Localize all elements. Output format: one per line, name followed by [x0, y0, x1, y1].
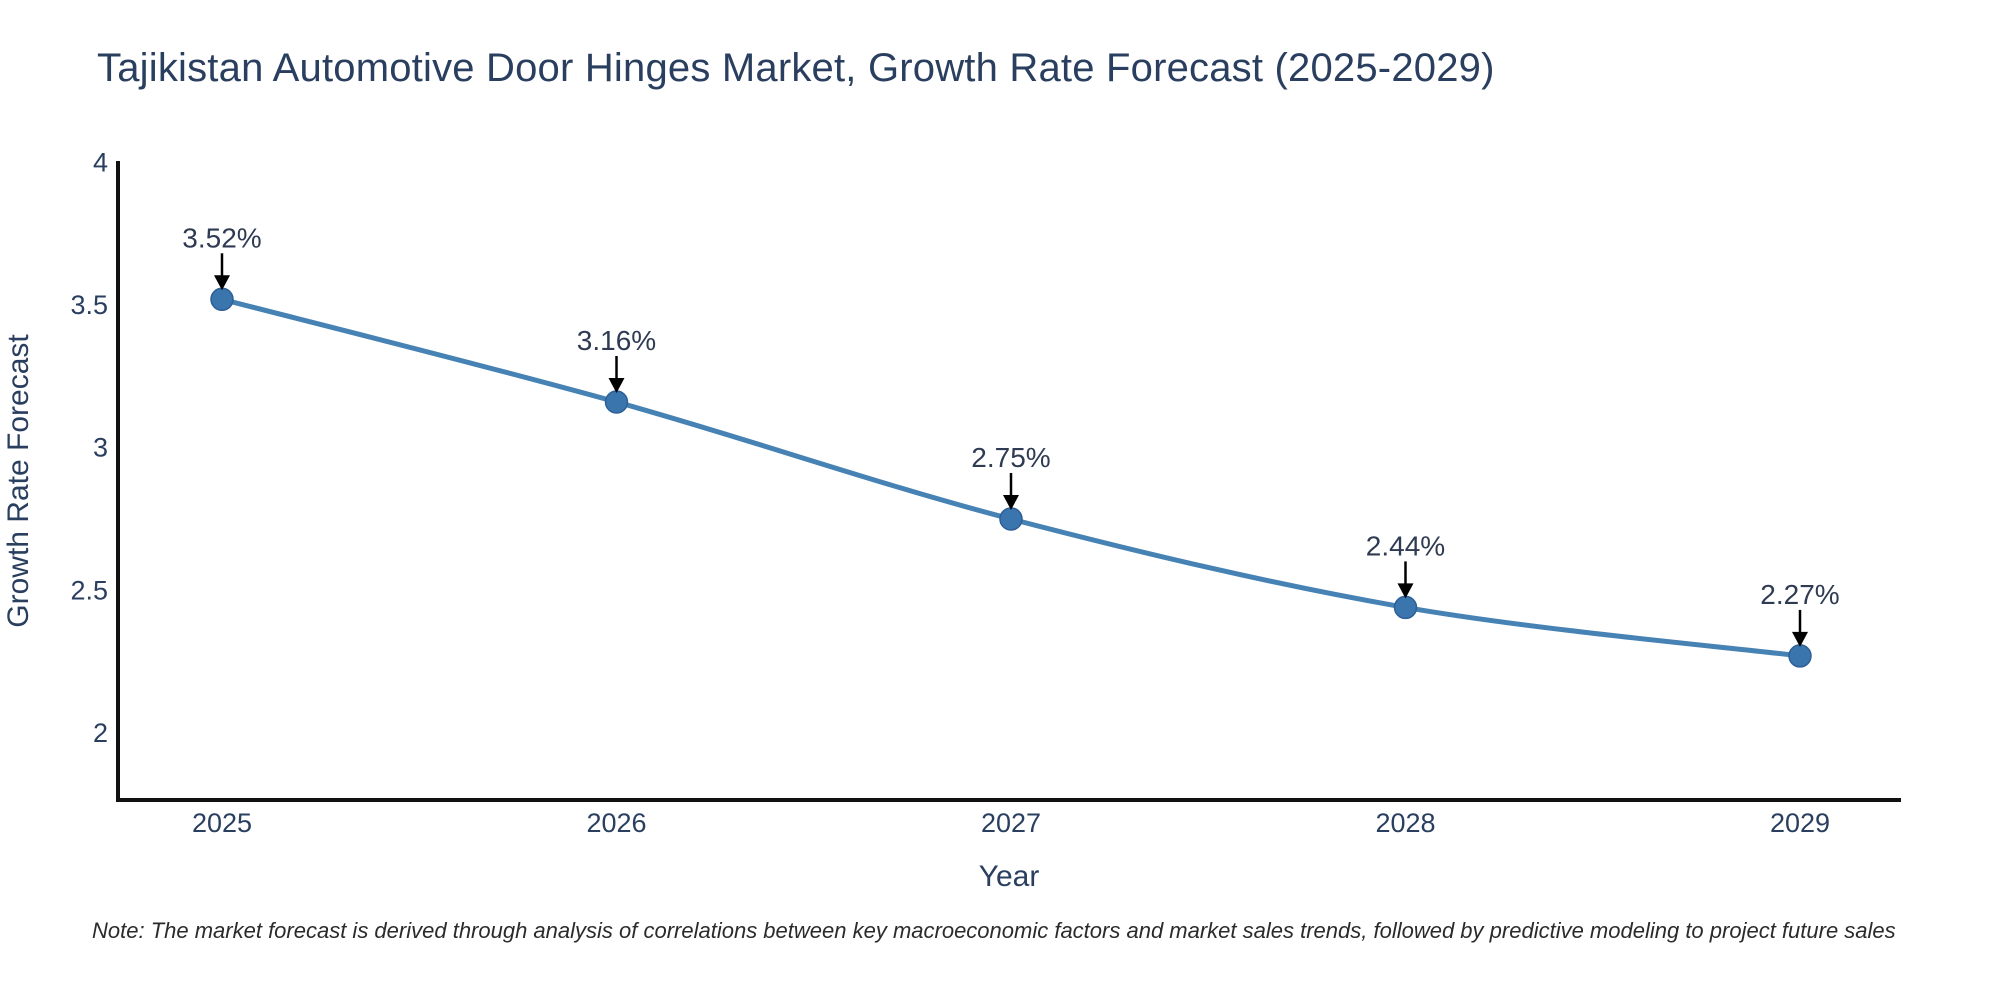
annotation-arrow-head	[1003, 494, 1019, 510]
x-axis-title: Year	[979, 860, 1040, 893]
x-tick-label: 2025	[192, 808, 252, 838]
x-tick-label: 2028	[1375, 808, 1435, 838]
x-tick-label: 2027	[981, 808, 1041, 838]
data-point-marker	[1393, 595, 1418, 620]
y-tick-label: 2	[93, 718, 108, 748]
annotation-arrow-head	[1397, 583, 1414, 599]
y-tick-label: 4	[93, 147, 108, 177]
data-point-label: 2.27%	[1760, 579, 1839, 610]
data-point-marker	[210, 287, 234, 312]
annotation-arrow-head	[214, 275, 230, 291]
data-point-marker	[1788, 644, 1812, 668]
footnote: Note: The market forecast is derived thr…	[92, 918, 1896, 943]
axis-lines	[116, 161, 1901, 802]
x-tick-label: 2029	[1770, 808, 1830, 838]
y-tick-label: 3	[93, 433, 108, 463]
data-point-marker	[999, 507, 1023, 531]
y-tick-label: 2.5	[70, 575, 108, 605]
data-point-label: 3.16%	[577, 325, 656, 356]
annotation-arrow-head	[608, 378, 625, 394]
y-tick-label: 3.5	[70, 290, 108, 320]
data-point-label: 3.52%	[182, 222, 261, 253]
data-point-label: 2.44%	[1366, 530, 1445, 561]
data-point-marker	[604, 390, 629, 414]
annotation-arrow-head	[1792, 631, 1808, 647]
data-point-label: 2.75%	[971, 442, 1050, 473]
x-tick-label: 2026	[586, 808, 646, 838]
y-axis-title: Growth Rate Forecast	[2, 334, 35, 628]
chart-title: Tajikistan Automotive Door Hinges Market…	[97, 46, 1495, 90]
